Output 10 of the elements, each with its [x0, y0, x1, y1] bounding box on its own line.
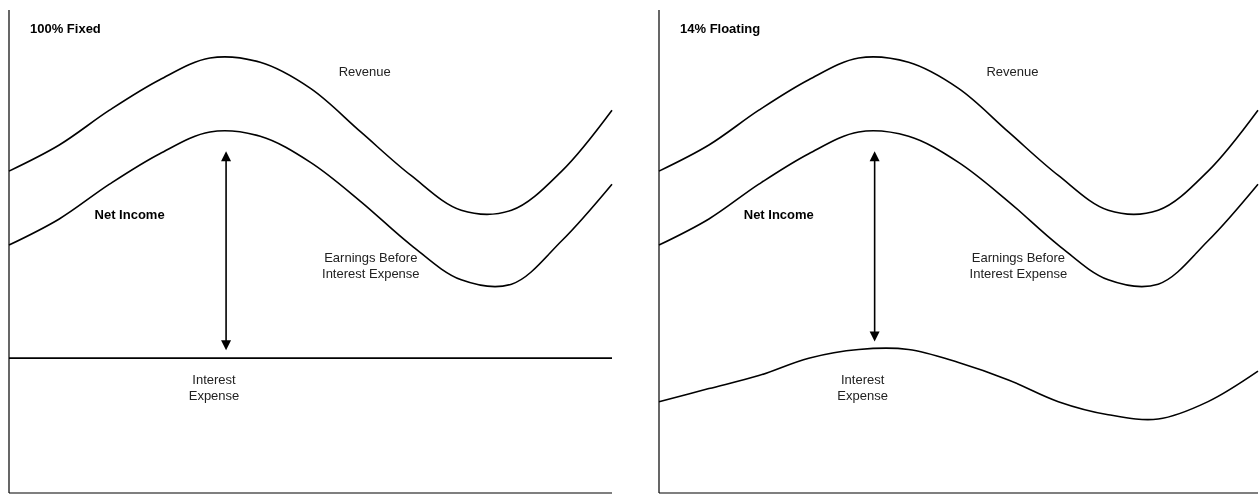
annotation: Net Income — [94, 207, 165, 222]
series-label: Earnings Before Interest Expense — [322, 250, 420, 281]
series-label: Interest Expense — [837, 372, 888, 403]
series-label: Interest Expense — [188, 372, 240, 403]
series-label: Revenue — [986, 64, 1039, 79]
annotation: Net Income — [743, 207, 814, 222]
chart-title: 100% Fixed — [30, 21, 101, 36]
series-label: Earnings Before Interest Expense — [969, 250, 1068, 281]
chart-title: 14% Floating — [680, 21, 761, 36]
series-label: Revenue — [338, 64, 391, 79]
